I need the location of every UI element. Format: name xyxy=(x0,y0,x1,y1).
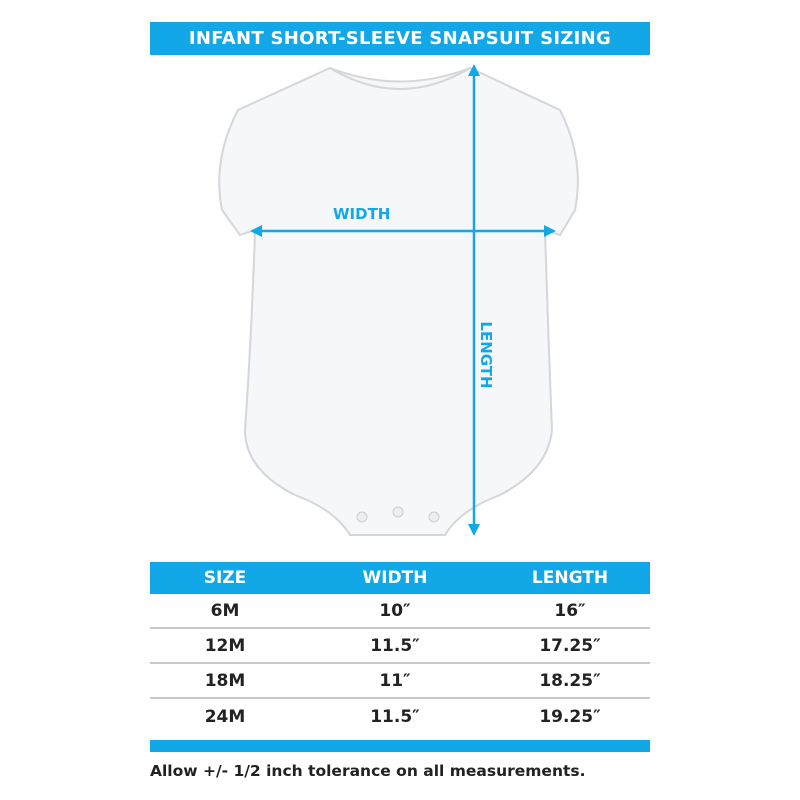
width-arrow xyxy=(250,225,556,237)
table-header: SIZE WIDTH LENGTH xyxy=(150,562,650,594)
cell-width: 11.5″ xyxy=(370,706,420,727)
header-length: LENGTH xyxy=(531,568,609,588)
table-row: 24M 11.5″ 19.25″ xyxy=(150,699,650,734)
cell-length: 17.25″ xyxy=(539,635,601,656)
width-label: WIDTH xyxy=(333,205,391,223)
header-width: WIDTH xyxy=(362,568,428,588)
cell-length: 16″ xyxy=(554,600,586,621)
cell-size: 18M xyxy=(204,670,246,691)
length-arrow xyxy=(468,64,480,536)
cell-width: 10″ xyxy=(379,600,411,621)
cell-length: 18.25″ xyxy=(539,670,601,691)
table-footer-bar xyxy=(150,740,650,752)
cell-width: 11″ xyxy=(379,670,411,691)
cell-size: 6M xyxy=(210,600,240,621)
cell-width: 11.5″ xyxy=(370,635,420,656)
tolerance-note: Allow +/- 1/2 inch tolerance on all meas… xyxy=(150,762,586,780)
cell-size: 24M xyxy=(204,706,246,727)
chart-title: INFANT SHORT-SLEEVE SNAPSUIT SIZING xyxy=(150,22,650,55)
snapsuit-shape xyxy=(218,66,579,536)
cell-length: 19.25″ xyxy=(539,706,601,727)
header-size: SIZE xyxy=(203,568,247,588)
table-row: 6M 10″ 16″ xyxy=(150,594,650,629)
table-row: 18M 11″ 18.25″ xyxy=(150,664,650,699)
length-label: LENGTH xyxy=(477,321,495,389)
cell-size: 12M xyxy=(204,635,246,656)
table-row: 12M 11.5″ 17.25″ xyxy=(150,629,650,664)
